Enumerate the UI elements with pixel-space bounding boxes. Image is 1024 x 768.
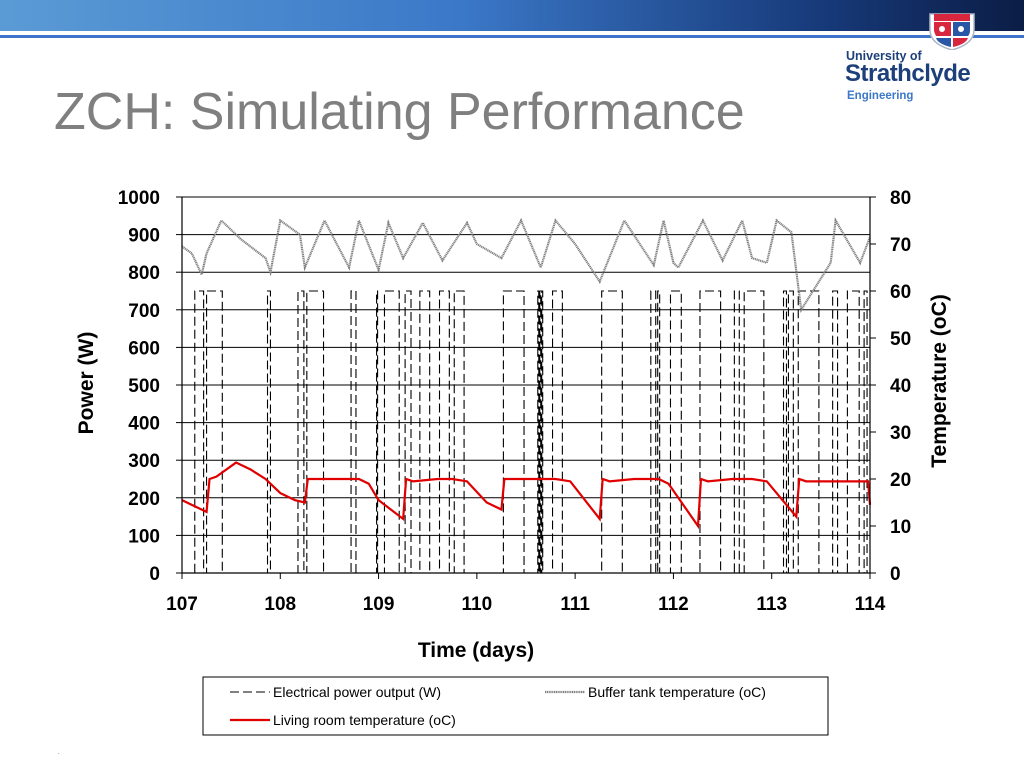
electrical-power-line [182, 290, 870, 574]
x-tick-label: 113 [756, 594, 787, 615]
left-tick-label: 300 [128, 451, 160, 472]
right-tick-label: 30 [890, 423, 911, 444]
page-title: ZCH: Simulating Performance [54, 83, 745, 141]
footer-mark: . [58, 750, 60, 756]
left-tick-label: 0 [149, 564, 160, 585]
left-tick-label: 200 [128, 489, 160, 510]
x-tick-label: 109 [363, 594, 395, 615]
x-tick-label: 108 [264, 594, 296, 615]
left-tick-label: 100 [128, 526, 160, 547]
left-axis-label: Power (W) [75, 332, 98, 435]
left-tick-label: 900 [128, 226, 160, 247]
chart: 0 100 200 300 400 500 600 700 800 900 1000 0 10 20 30 4… [75, 188, 951, 736]
legend-label: Living room temperature (oC) [273, 712, 456, 728]
x-tick-label: 110 [462, 594, 493, 615]
left-tick-label: 800 [128, 263, 160, 284]
right-tick-label: 70 [890, 235, 911, 256]
right-tick-label: 50 [890, 329, 911, 350]
right-tick-label: 80 [890, 188, 911, 209]
left-tick-label: 1000 [118, 188, 160, 209]
logo-line-engineering: Engineering [847, 90, 914, 102]
header-gradient-bar [0, 0, 1024, 31]
crest-icon [929, 13, 975, 51]
left-tick-label: 500 [128, 376, 160, 397]
university-logo [838, 10, 988, 110]
legend-label: Electrical power output (W) [273, 684, 441, 700]
x-tick-label: 107 [166, 594, 198, 615]
x-tick-label: 114 [855, 594, 886, 615]
legend-label: Buffer tank temperature (oC) [588, 684, 766, 700]
right-tick-label: 20 [890, 470, 911, 491]
right-tick-label: 40 [890, 376, 911, 397]
left-tick-label: 400 [128, 414, 160, 435]
header-rule [0, 35, 1024, 38]
right-tick-label: 10 [890, 517, 911, 538]
logo-line-strathclyde: Strathclyde [845, 60, 971, 87]
living-room-line [181, 461, 872, 530]
left-tick-label: 700 [128, 301, 160, 322]
left-tick-label: 600 [128, 338, 160, 359]
x-axis-label: Time (days) [418, 639, 534, 662]
buffer-tank-line [181, 216, 872, 313]
legend-box [202, 676, 829, 736]
right-axis-label: Temperature (oC) [928, 294, 951, 467]
x-tick-label: 111 [560, 594, 590, 615]
right-tick-label: 60 [890, 282, 911, 303]
right-tick-label: 0 [890, 564, 901, 585]
logo-line-university: University of [846, 49, 922, 63]
x-tick-label: 112 [658, 594, 689, 615]
